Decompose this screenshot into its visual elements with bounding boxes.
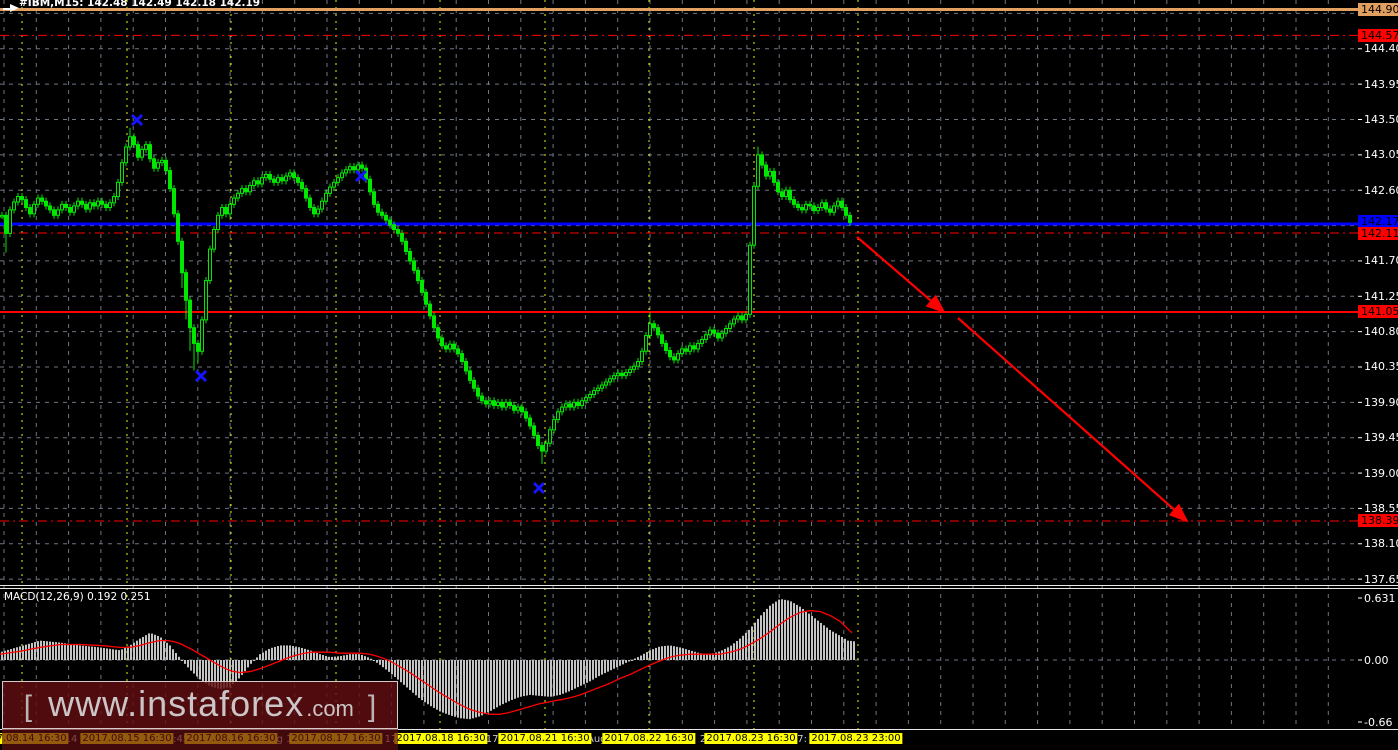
macd-scale-label: -0.66	[1364, 715, 1393, 729]
candlestick-series	[0, 127, 852, 465]
level-price-tag: 142.11	[1358, 227, 1398, 240]
price-label: 143.95	[1364, 77, 1398, 91]
axis-ticks	[3, 48, 1362, 735]
level-lines[interactable]	[0, 8, 1358, 522]
macd-scale-label: 0.631	[1364, 591, 1396, 605]
time-label-highlighted: 2017.08.23 16:30	[704, 733, 798, 744]
time-label-highlighted: 2017.08.15 16:30	[80, 733, 174, 744]
time-label-highlighted: 2017.08.16 16:30	[184, 733, 278, 744]
level-price-tag: 144.57	[1358, 28, 1398, 42]
time-label-highlighted: 2017.08.17 16:30	[289, 733, 383, 744]
price-label: 144.40	[1364, 42, 1398, 56]
period-separators	[21, 0, 859, 729]
price-label: 137.65	[1364, 572, 1398, 586]
level-price-tag: 138.39	[1358, 514, 1398, 528]
level-price-tag: 142.17	[1358, 215, 1398, 228]
price-label: 139.00	[1364, 466, 1398, 480]
price-label: 138.10	[1364, 537, 1398, 551]
trend-arrows[interactable]	[856, 236, 1189, 523]
time-label-highlighted: 2017.08.22 16:30	[602, 733, 696, 744]
macd-scale-label: 0.00	[1364, 653, 1389, 667]
chart-shift-marker-icon	[3, 4, 19, 13]
macd-histogram	[1, 599, 855, 720]
price-label: 138.55	[1364, 501, 1398, 515]
grid-lines	[0, 0, 1358, 729]
price-label: 143.05	[1364, 148, 1398, 162]
x-markers[interactable]	[130, 113, 546, 495]
price-label: 140.80	[1364, 325, 1398, 339]
level-price-tag: 144.90	[1358, 3, 1398, 16]
price-label: 140.35	[1364, 360, 1398, 374]
time-label: 2	[699, 734, 707, 745]
marker-dash-icon	[3, 8, 10, 10]
price-label: 141.25	[1364, 289, 1398, 303]
time-label-highlighted: 2017.08.21 16:30	[498, 733, 592, 744]
macd-indicator-label: MACD(12,26,9) 0.192 0.251	[4, 591, 151, 603]
price-label: 143.50	[1364, 113, 1398, 126]
time-label: 1 Aug	[577, 734, 607, 745]
price-axis[interactable]: 144.40 143.95 143.50 143.05 142.60 141.70 141.…	[1358, 0, 1398, 750]
macd-signal-line	[0, 610, 853, 715]
chart-title-ohlc: #IBM,M15: 142.48 142.49 142.18 142.19	[19, 0, 261, 9]
level-price-tag: 141.05	[1358, 305, 1398, 319]
price-label: 142.60	[1364, 183, 1398, 197]
time-label-highlighted: 2017.08.23 23:00	[809, 733, 903, 744]
time-label-highlighted: 2017.08.14 16:30	[0, 733, 69, 744]
time-label: 17:1	[485, 734, 509, 745]
time-label-highlighted: 2017.08.18 16:30	[394, 733, 488, 744]
price-label: 139.90	[1364, 395, 1398, 409]
price-label: 141.70	[1364, 254, 1398, 268]
marker-triangle-icon	[10, 4, 19, 12]
price-label: 139.45	[1364, 431, 1398, 445]
